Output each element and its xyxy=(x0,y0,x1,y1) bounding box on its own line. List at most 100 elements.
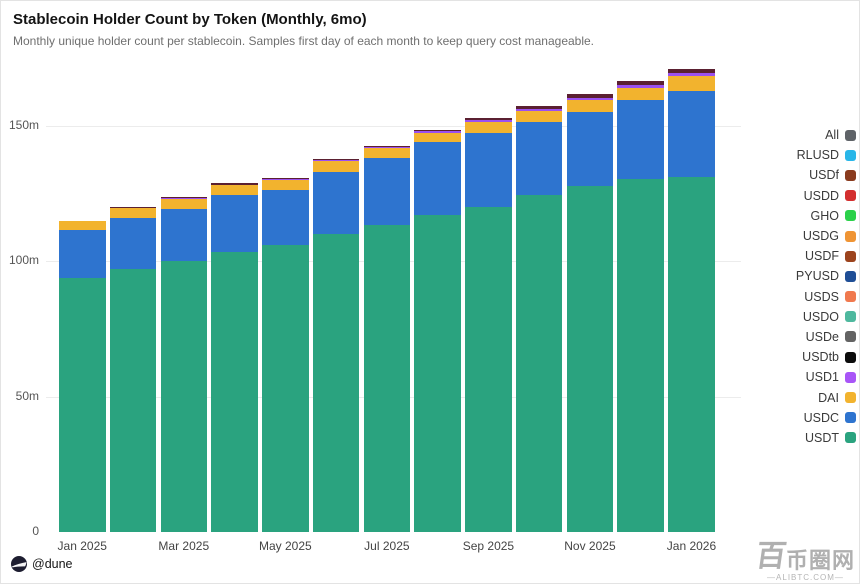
bar-feb-2025[interactable] xyxy=(109,207,157,532)
bar-segment-dai[interactable] xyxy=(465,122,512,133)
bar-segment-usd1[interactable] xyxy=(211,184,258,186)
legend-item-usdtb[interactable]: USDtb xyxy=(796,347,856,367)
bar-segment-usdc[interactable] xyxy=(668,90,715,178)
bar-oct-2025[interactable] xyxy=(515,106,563,532)
bar-segment-others[interactable] xyxy=(59,220,106,222)
legend-item-usdd[interactable]: USDD xyxy=(796,186,856,206)
legend-item-all[interactable]: All xyxy=(796,125,856,145)
legend-item-usdg[interactable]: USDG xyxy=(796,226,856,246)
bar-jun-2025[interactable] xyxy=(312,158,360,532)
bar-segment-others[interactable] xyxy=(515,106,563,109)
bar-segment-usdt[interactable] xyxy=(211,251,258,532)
bar-segment-usdt[interactable] xyxy=(668,177,715,532)
bar-segment-others[interactable] xyxy=(109,207,157,209)
bar-segment-usdc[interactable] xyxy=(566,112,614,186)
bar-segment-usdc[interactable] xyxy=(465,132,512,208)
bar-segment-usdt[interactable] xyxy=(465,207,512,532)
plot-area: 0 50m 100m 150m xyxy=(1,61,746,538)
bar-segment-others[interactable] xyxy=(617,81,664,85)
bar-segment-others[interactable] xyxy=(262,177,309,179)
bar-segment-usd1[interactable] xyxy=(617,84,664,88)
bar-jan-2025[interactable] xyxy=(59,220,106,532)
legend-swatch xyxy=(845,331,856,343)
bar-segment-dai[interactable] xyxy=(414,133,461,143)
bar-segment-usd1[interactable] xyxy=(262,178,309,180)
bar-segment-usdt[interactable] xyxy=(262,245,309,532)
bar-aug-2025[interactable] xyxy=(414,129,461,532)
bar-segment-usdt[interactable] xyxy=(414,215,461,532)
bar-jul-2025[interactable] xyxy=(363,145,411,532)
bar-nov-2025[interactable] xyxy=(566,94,614,532)
bar-segment-usdt[interactable] xyxy=(312,234,360,532)
bar-segment-usdc[interactable] xyxy=(211,195,258,252)
bar-segment-dai[interactable] xyxy=(363,148,411,159)
legend-item-dai[interactable]: DAI xyxy=(796,387,856,407)
bar-segment-dai[interactable] xyxy=(262,179,309,190)
legend-label: USD1 xyxy=(805,370,839,385)
bar-segment-others[interactable] xyxy=(363,145,411,148)
bar-segment-dai[interactable] xyxy=(515,110,563,122)
bar-segment-others[interactable] xyxy=(414,129,461,132)
bar-segment-usdt[interactable] xyxy=(59,277,106,532)
bar-segment-usdc[interactable] xyxy=(59,230,106,278)
bar-segment-usd1[interactable] xyxy=(312,159,360,161)
bar-segment-others[interactable] xyxy=(566,94,614,98)
bar-may-2025[interactable] xyxy=(262,177,309,532)
bar-segment-usdc[interactable] xyxy=(109,218,157,270)
bar-segment-usdt[interactable] xyxy=(617,178,664,532)
bar-segment-others[interactable] xyxy=(668,68,715,73)
bar-segment-usdt[interactable] xyxy=(566,185,614,532)
bar-segment-usdc[interactable] xyxy=(363,158,411,225)
bar-segment-usdt[interactable] xyxy=(109,269,157,532)
legend-item-pyusd[interactable]: PYUSD xyxy=(796,266,856,286)
bar-segment-usd1[interactable] xyxy=(465,120,512,123)
bar-segment-others[interactable] xyxy=(465,117,512,121)
bar-segment-dai[interactable] xyxy=(109,208,157,219)
bar-segment-usd1[interactable] xyxy=(515,108,563,111)
bar-segment-usdc[interactable] xyxy=(515,121,563,196)
bar-segment-dai[interactable] xyxy=(617,87,664,101)
bar-segment-usdt[interactable] xyxy=(160,261,208,532)
legend-item-rlusd[interactable]: RLUSD xyxy=(796,145,856,165)
bar-apr-2025[interactable] xyxy=(211,183,258,532)
bar-jan-2026[interactable] xyxy=(668,68,715,532)
legend-item-usdf[interactable]: USDF xyxy=(796,246,856,266)
bar-segment-dai[interactable] xyxy=(59,221,106,231)
legend-item-usdc[interactable]: USDC xyxy=(796,408,856,428)
bar-segment-others[interactable] xyxy=(211,183,258,185)
bar-mar-2025[interactable] xyxy=(160,197,208,532)
dune-handle[interactable]: @dune xyxy=(32,557,73,571)
bar-segment-usdt[interactable] xyxy=(363,224,411,532)
bar-segment-usdc[interactable] xyxy=(160,208,208,262)
bar-segment-usd1[interactable] xyxy=(668,72,715,76)
bar-segment-usdc[interactable] xyxy=(617,100,664,179)
x-tick-label: Jan 2026 xyxy=(666,539,717,553)
bar-segment-usd1[interactable] xyxy=(566,97,614,101)
legend-item-gho[interactable]: GHO xyxy=(796,206,856,226)
legend-item-usds[interactable]: USDS xyxy=(796,287,856,307)
bar-segment-others[interactable] xyxy=(160,197,208,199)
bar-segment-dai[interactable] xyxy=(312,160,360,173)
bar-segment-others[interactable] xyxy=(312,158,360,160)
page-title: Stablecoin Holder Count by Token (Monthl… xyxy=(13,11,367,28)
bar-segment-usd1[interactable] xyxy=(363,147,411,149)
legend-item-usde[interactable]: USDe xyxy=(796,327,856,347)
bar-segment-dai[interactable] xyxy=(160,198,208,209)
legend-item-usdo[interactable]: USDO xyxy=(796,307,856,327)
bar-segment-dai[interactable] xyxy=(211,185,258,196)
bar-segment-usdc[interactable] xyxy=(312,172,360,235)
legend-label: USDD xyxy=(803,188,839,203)
bar-segment-usdc[interactable] xyxy=(262,189,309,246)
bar-segment-usdc[interactable] xyxy=(414,142,461,216)
legend-item-usd1[interactable]: USD1 xyxy=(796,367,856,387)
bar-sep-2025[interactable] xyxy=(465,117,512,532)
bar-segment-dai[interactable] xyxy=(668,75,715,91)
bar-segment-usd1[interactable] xyxy=(414,131,461,134)
legend-item-usdt[interactable]: USDT xyxy=(796,428,856,448)
bar-segment-usdt[interactable] xyxy=(515,195,563,532)
bar-segment-usd1[interactable] xyxy=(160,198,208,199)
bar-dec-2025[interactable] xyxy=(617,81,664,532)
bar-segment-dai[interactable] xyxy=(566,100,614,113)
legend-item-usdf[interactable]: USDf xyxy=(796,165,856,185)
